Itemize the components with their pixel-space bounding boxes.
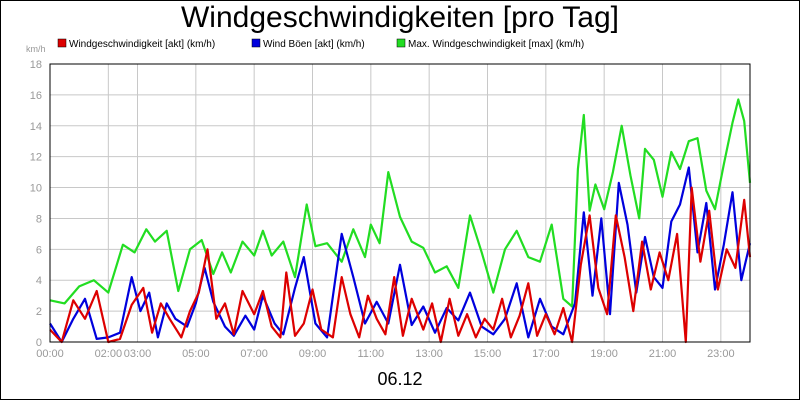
x-tick-label: 07:00 xyxy=(240,348,268,360)
chart-title: Windgeschwindigkeiten [pro Tag] xyxy=(181,1,619,34)
x-tick-label: 13:00 xyxy=(415,348,443,360)
y-tick-label: 18 xyxy=(30,59,42,71)
legend-label: Windgeschwindigkeit [akt] (km/h) xyxy=(69,39,215,50)
x-tick-label: 15:00 xyxy=(474,348,502,360)
x-axis-ticks: 00:00 02:00 03:00 05:00 07:00 09:00 11:00 13:00… xyxy=(36,348,734,360)
series-line-0 xyxy=(49,98,752,308)
series-lines xyxy=(49,98,752,344)
series-line-2 xyxy=(49,186,752,344)
y-tick-label: 2 xyxy=(36,306,42,318)
legend-label: Wind Böen [akt] (km/h) xyxy=(263,39,365,50)
legend-swatch xyxy=(396,38,406,48)
x-tick-label: 05:00 xyxy=(182,348,210,360)
x-tick-label: 19:00 xyxy=(590,348,618,360)
series-line-1 xyxy=(49,166,752,344)
y-axis-ticks: 0 2 4 6 8 10 12 14 16 18 xyxy=(30,59,42,349)
y-tick-label: 14 xyxy=(30,121,42,133)
y-axis-unit-label: km/h xyxy=(26,44,46,54)
y-tick-label: 6 xyxy=(36,244,42,256)
legend-label: Max. Windgeschwindigkeit [max] (km/h) xyxy=(408,39,584,50)
x-tick-label: 11:00 xyxy=(357,348,384,360)
legend-swatch xyxy=(251,38,261,48)
x-tick-label: 21:00 xyxy=(649,348,677,360)
y-tick-label: 10 xyxy=(30,183,42,195)
y-tick-label: 4 xyxy=(36,275,42,287)
x-tick-label: 17:00 xyxy=(532,348,560,360)
y-tick-label: 0 xyxy=(36,337,42,349)
x-tick-label: 03:00 xyxy=(124,348,152,360)
plot-area-frame xyxy=(49,63,751,343)
y-tick-label: 8 xyxy=(36,213,42,225)
x-axis-date-label: 06.12 xyxy=(377,369,422,389)
legend-swatch xyxy=(57,38,67,48)
y-tick-label: 12 xyxy=(30,152,42,164)
x-tick-label: 02:00 xyxy=(95,348,123,360)
legend: Windgeschwindigkeit [akt] (km/h) Wind Böe… xyxy=(57,38,584,50)
y-tick-label: 16 xyxy=(30,90,42,102)
x-tick-label: 09:00 xyxy=(299,348,327,360)
x-tick-label: 00:00 xyxy=(36,348,64,360)
x-tick-label: 23:00 xyxy=(707,348,735,360)
